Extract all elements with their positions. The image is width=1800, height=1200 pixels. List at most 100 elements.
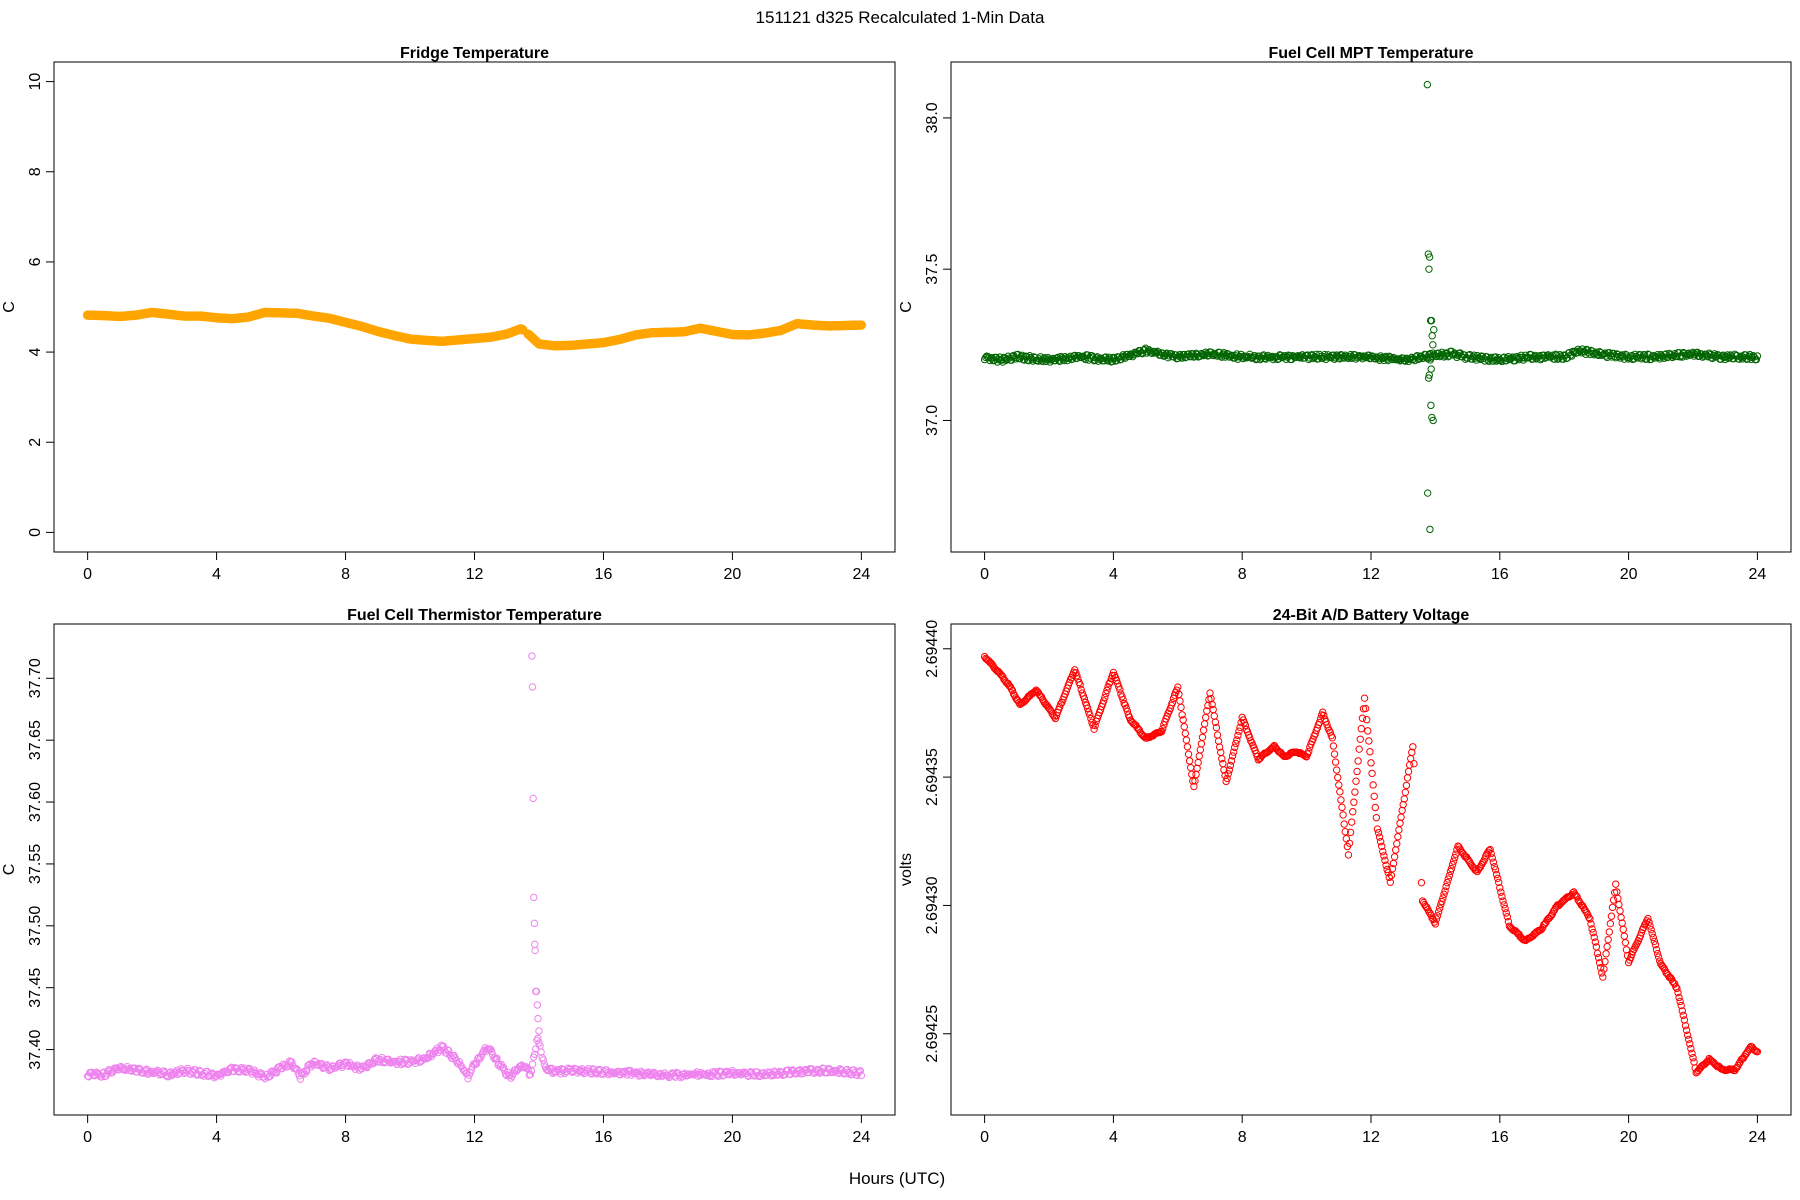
data-point xyxy=(1100,697,1108,705)
outlier-point xyxy=(532,987,541,996)
x-tick-label: 8 xyxy=(1238,1129,1247,1146)
data-point xyxy=(1604,935,1612,944)
data-point xyxy=(1398,806,1406,815)
data-point xyxy=(1677,1001,1685,1010)
data-point xyxy=(539,1056,547,1064)
data-point xyxy=(1496,884,1504,892)
outlier-point xyxy=(1425,265,1433,273)
data-point xyxy=(1688,1049,1696,1058)
data-point xyxy=(1451,853,1459,862)
outlier-point xyxy=(1427,365,1435,373)
data-point xyxy=(1495,878,1503,887)
data-point xyxy=(1693,348,1701,357)
x-tick-label: 20 xyxy=(1620,566,1638,583)
data-point xyxy=(1704,353,1712,361)
data-point xyxy=(304,1061,312,1070)
data-point xyxy=(1337,796,1345,804)
x-tick-label: 24 xyxy=(852,1129,870,1146)
data-point xyxy=(1341,828,1349,836)
data-point xyxy=(1378,842,1386,850)
data-point xyxy=(1593,949,1602,958)
data-point xyxy=(1405,761,1414,769)
data-point xyxy=(530,1050,539,1059)
outlier-point xyxy=(531,946,539,955)
outlier-point xyxy=(1429,416,1437,425)
x-tick-label: 0 xyxy=(980,566,989,583)
data-point xyxy=(1354,757,1362,765)
data-point xyxy=(1673,984,1681,993)
outlier-point xyxy=(1426,356,1434,364)
data-point xyxy=(1329,742,1338,750)
data-point xyxy=(1444,875,1452,883)
data-point xyxy=(1344,354,1353,363)
data-point xyxy=(1612,880,1620,888)
data-point xyxy=(1617,913,1625,922)
data-point xyxy=(1668,353,1677,362)
outlier-point xyxy=(1427,401,1435,410)
data-point xyxy=(1591,938,1600,946)
data-point xyxy=(561,1069,569,1078)
data-point xyxy=(1007,685,1016,693)
data-point xyxy=(1619,925,1627,934)
data-point xyxy=(1653,949,1662,958)
data-point xyxy=(1202,713,1210,722)
data-point xyxy=(1636,932,1645,940)
y-tick-label: 6 xyxy=(27,257,44,266)
data-point xyxy=(1647,925,1655,934)
data-point xyxy=(1091,721,1099,730)
data-point xyxy=(1179,716,1187,724)
data-point xyxy=(455,1057,464,1066)
data-series xyxy=(980,652,1762,1077)
data-point xyxy=(1602,950,1610,958)
data-point xyxy=(1431,920,1440,928)
data-point xyxy=(1488,854,1496,862)
data-point xyxy=(1395,826,1403,834)
x-tick-label: 4 xyxy=(212,566,221,583)
y-tick-label: 37.0 xyxy=(924,405,941,436)
data-point xyxy=(1674,988,1682,997)
data-point xyxy=(1212,723,1221,732)
data-point xyxy=(1198,733,1207,741)
data-point xyxy=(1057,700,1065,708)
data-point xyxy=(1393,840,1401,848)
x-tick-label: 4 xyxy=(212,1129,221,1146)
data-point xyxy=(1539,923,1547,932)
data-point xyxy=(1182,736,1191,744)
data-point xyxy=(751,1072,759,1080)
data-point xyxy=(1193,764,1201,772)
outlier-point xyxy=(534,1014,542,1023)
data-point xyxy=(1426,909,1434,918)
data-point xyxy=(1077,685,1085,694)
data-point xyxy=(1228,752,1237,760)
x-tick-label: 4 xyxy=(1109,1129,1118,1146)
data-point xyxy=(1478,352,1487,361)
data-point xyxy=(1366,748,1374,756)
data-point xyxy=(1320,711,1328,720)
data-point xyxy=(1600,965,1608,973)
y-tick-label: 2.69435 xyxy=(924,748,941,806)
outlier-point xyxy=(530,893,538,902)
data-point xyxy=(1686,1040,1694,1048)
data-point xyxy=(1186,763,1195,772)
data-point xyxy=(1215,743,1224,751)
data-point xyxy=(1648,929,1656,938)
data-point xyxy=(1352,777,1360,785)
data-point xyxy=(1082,701,1091,709)
y-axis-label: C xyxy=(1,864,18,876)
outlier-point xyxy=(530,919,539,928)
outlier-point xyxy=(533,1001,542,1009)
data-point xyxy=(1641,351,1649,359)
data-point xyxy=(1101,693,1109,702)
data-point xyxy=(1500,901,1508,909)
data-point xyxy=(1133,723,1141,732)
data-point xyxy=(501,1070,510,1079)
data-point xyxy=(1105,679,1113,688)
data-point xyxy=(487,1047,496,1056)
data-point xyxy=(1492,870,1501,879)
data-point xyxy=(1174,683,1182,691)
data-point xyxy=(1364,727,1372,735)
data-point xyxy=(1536,926,1545,934)
y-tick-label: 2.69440 xyxy=(924,620,941,678)
data-point xyxy=(1066,675,1075,684)
data-point xyxy=(1676,997,1684,1006)
